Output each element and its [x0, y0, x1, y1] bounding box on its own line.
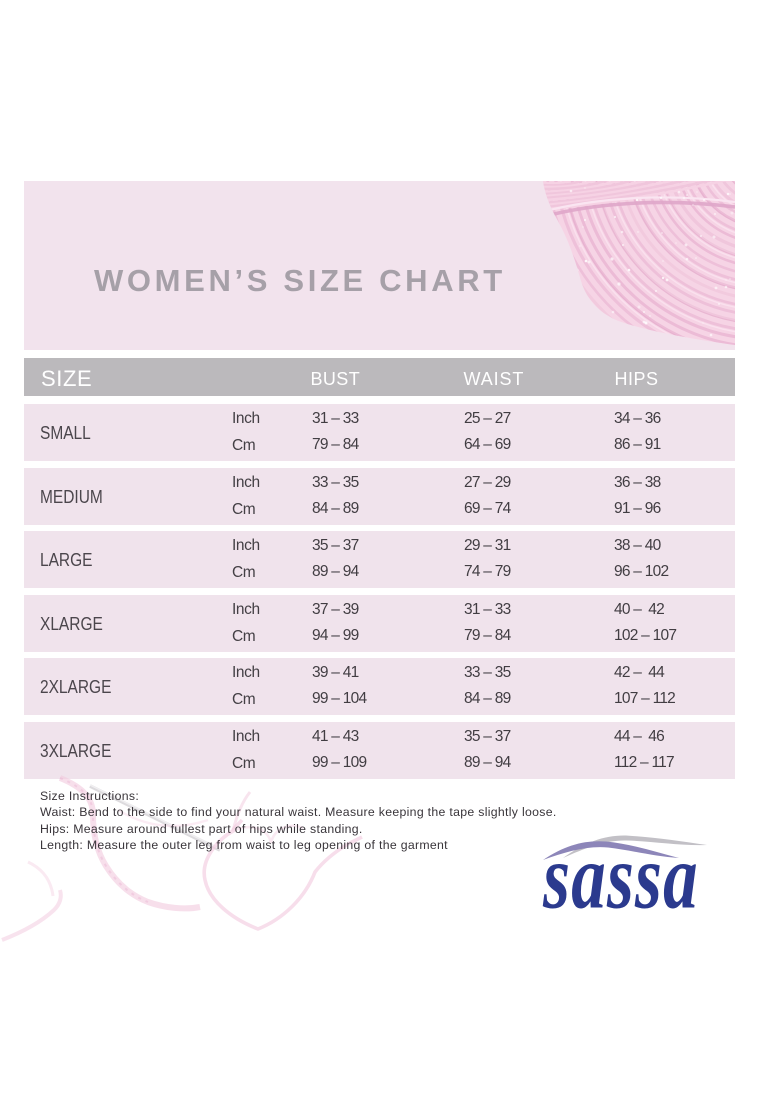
svg-text:sassa: sassa [542, 826, 697, 920]
